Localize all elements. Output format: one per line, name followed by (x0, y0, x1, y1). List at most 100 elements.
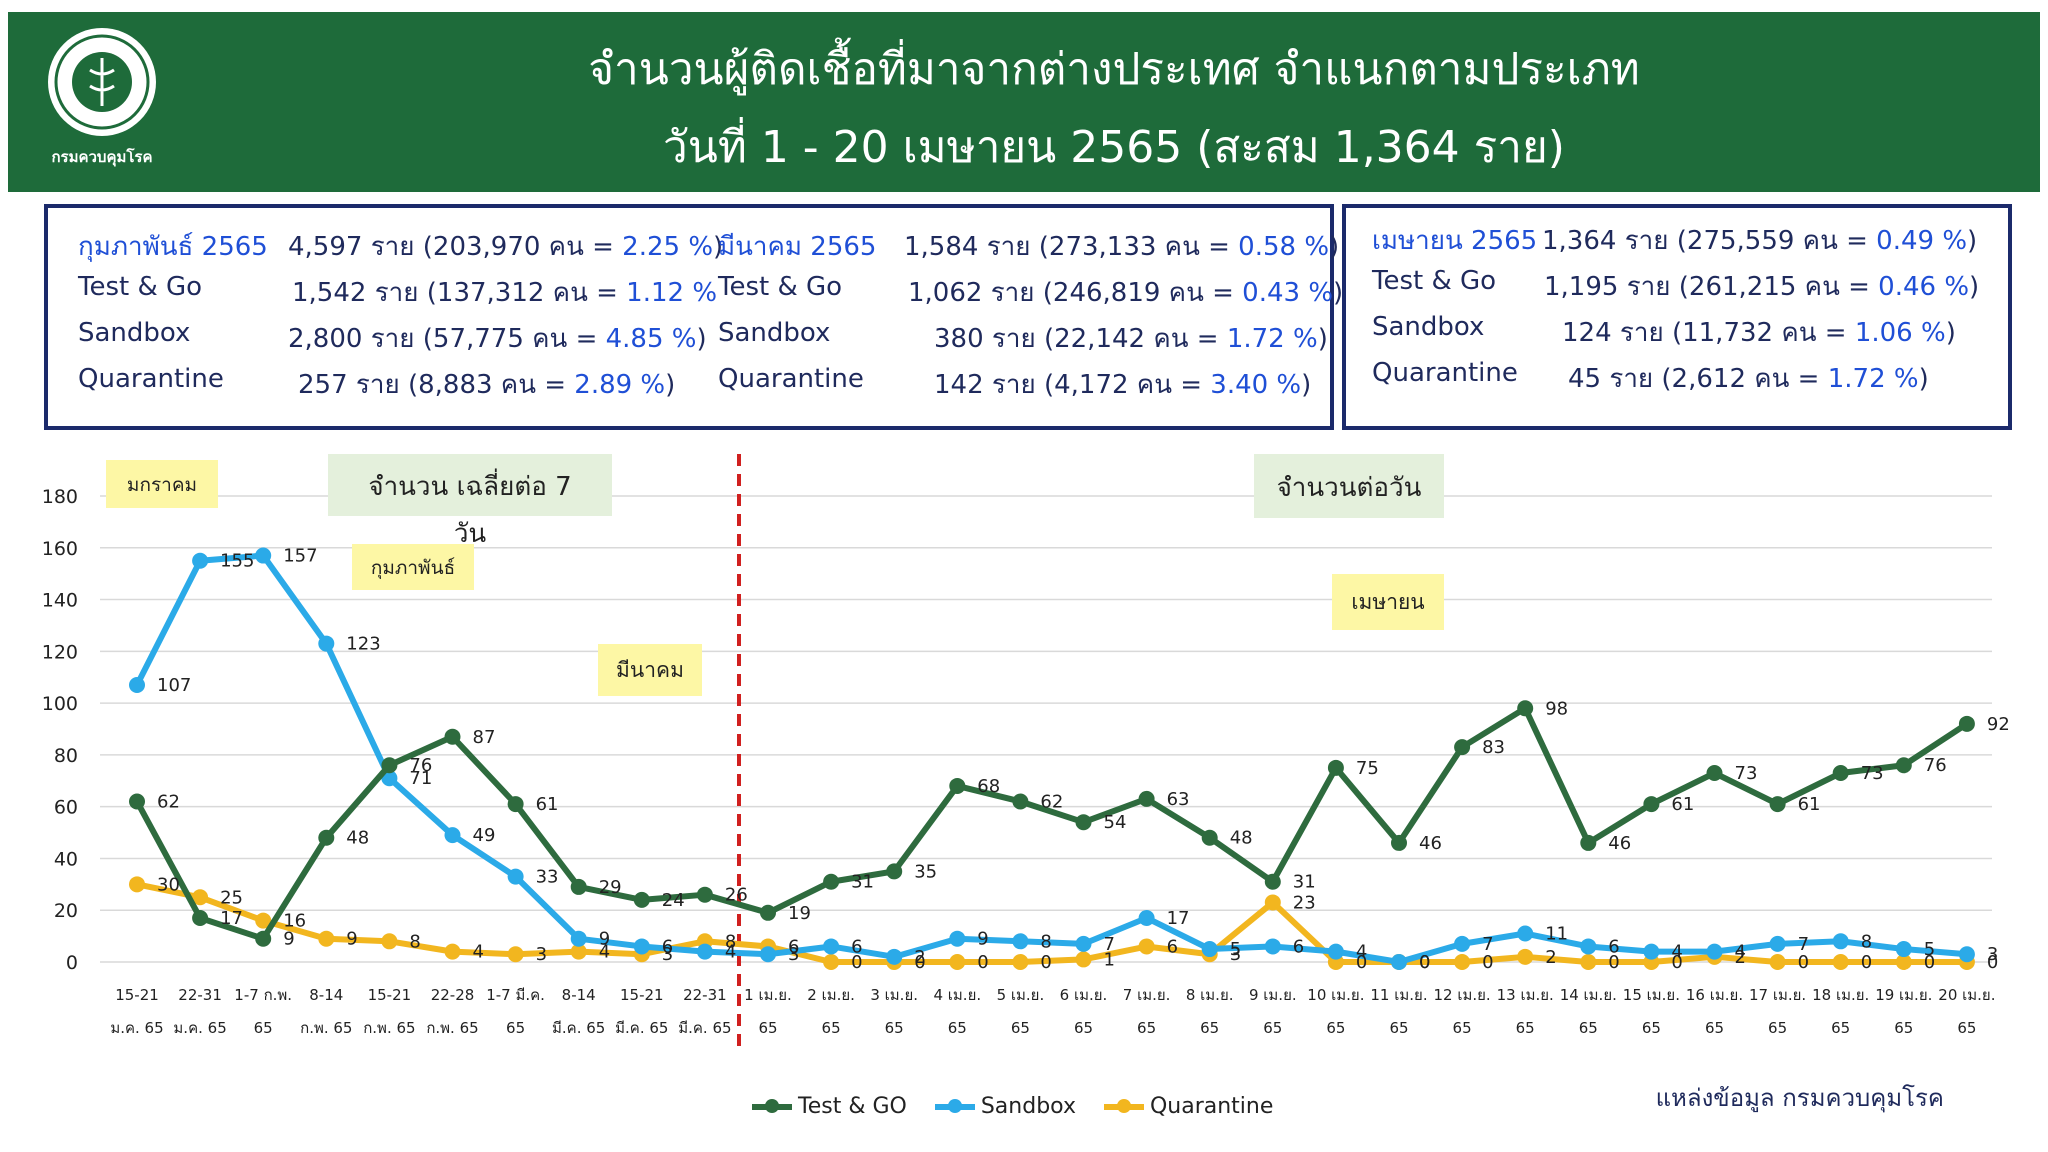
x-tick-label: 18 เม.ย. (1812, 986, 1869, 1004)
legend-item-testgo: Test & GO (752, 1094, 907, 1119)
data-label: 49 (473, 825, 496, 846)
annotation-mar: มีนาคม (616, 658, 684, 682)
data-point (633, 938, 650, 955)
annotation-jan: มกราคม (127, 474, 197, 496)
data-label: 8 (1040, 931, 1051, 952)
x-tick-label-line2: ม.ค. 65 (173, 1019, 226, 1037)
ministry-logo-icon: กรมควบคุมโรค (48, 28, 156, 167)
data-point (570, 930, 587, 947)
data-label: 73 (1735, 763, 1758, 784)
x-tick-label: 22-31 (178, 986, 222, 1004)
y-tick-label: 0 (66, 952, 78, 974)
data-label: 83 (1482, 737, 1505, 758)
summary-mar-sandbox-label: Sandbox (718, 318, 831, 348)
data-label: 6 (1608, 936, 1619, 957)
x-tick-label-line2: มี.ค. 65 (678, 1019, 731, 1037)
data-point (1391, 834, 1407, 851)
data-label: 29 (599, 877, 622, 898)
legend-marker-icon (1103, 1098, 1144, 1113)
x-tick-label: 1-7 มี.ค. (486, 986, 545, 1004)
y-tick-label: 60 (54, 797, 78, 819)
x-tick-label: 22-31 (683, 986, 727, 1004)
data-point (1075, 935, 1092, 952)
x-tick-label: 17 เม.ย. (1749, 986, 1806, 1004)
x-tick-label-line2: ก.พ. 65 (300, 1019, 352, 1037)
data-point (823, 938, 840, 955)
data-label: 2 (1545, 947, 1556, 968)
data-label: 46 (1419, 833, 1442, 854)
data-label: 107 (157, 675, 191, 696)
annotation-daily: จำนวนต่อวัน (1277, 473, 1422, 503)
x-tick-label-line2: 65 (1894, 1019, 1913, 1037)
data-point (1706, 765, 1723, 782)
x-tick-label-line2: 65 (1453, 1019, 1472, 1037)
data-point (192, 552, 209, 569)
data-point (1454, 739, 1471, 756)
data-point (1832, 933, 1849, 950)
x-tick-label-line2: 65 (1137, 1019, 1156, 1037)
x-tick-label: 7 เม.ย. (1123, 986, 1171, 1004)
x-tick-label-line2: 65 (1389, 1019, 1408, 1037)
data-label: 3 (662, 944, 673, 965)
data-label: 0 (1924, 952, 1935, 973)
y-tick-label: 160 (42, 538, 78, 560)
x-tick-label: 6 เม.ย. (1060, 986, 1108, 1004)
data-label: 9 (977, 929, 988, 950)
data-point (1517, 700, 1534, 717)
x-tick-label: 10 เม.ย. (1307, 986, 1364, 1004)
data-label: 5 (1230, 939, 1241, 960)
data-label: 0 (914, 952, 925, 973)
data-label: 4 (1671, 942, 1682, 963)
annotation-feb: กุมภาพันธ์ (371, 557, 455, 580)
x-tick-label: 13 เม.ย. (1497, 986, 1554, 1004)
x-tick-label-line2: ก.พ. 65 (426, 1019, 478, 1037)
data-point (696, 943, 713, 960)
data-point (823, 954, 840, 970)
data-label: 0 (1419, 952, 1430, 973)
data-point (1643, 943, 1660, 960)
x-tick-label-line2: ม.ค. 65 (110, 1019, 163, 1037)
data-label: 48 (1230, 828, 1253, 849)
data-label: 68 (977, 776, 1000, 797)
data-label: 4 (599, 942, 610, 963)
annotation-daily-box (1254, 454, 1444, 518)
data-label: 17 (1167, 908, 1190, 929)
data-label: 9 (283, 929, 294, 950)
annotation-feb-box (352, 544, 474, 590)
data-label: 2 (914, 947, 925, 968)
x-tick-label: 8 เม.ย. (1186, 986, 1234, 1004)
data-label: 23 (1293, 892, 1316, 913)
data-label: 33 (536, 867, 559, 888)
data-label: 7 (1104, 934, 1115, 955)
data-point (1391, 954, 1407, 970)
data-label: 62 (1040, 791, 1063, 812)
data-point (129, 676, 145, 693)
data-label: 24 (662, 890, 685, 911)
data-point (760, 946, 776, 963)
data-label: 6 (851, 936, 862, 957)
data-label: 7 (1482, 934, 1493, 955)
series-line-1 (134, 552, 1968, 965)
data-point (1138, 790, 1155, 807)
x-tick-label: 2 เม.ย. (807, 986, 855, 1004)
x-tick-label-line2: 65 (1642, 1019, 1661, 1037)
data-point (570, 878, 587, 895)
x-tick-label: 5 เม.ย. (997, 986, 1045, 1004)
data-point (1201, 829, 1218, 846)
data-label: 3 (536, 944, 547, 965)
data-point (1075, 814, 1092, 831)
data-label: 35 (914, 861, 937, 882)
x-tick-label-line2: 65 (506, 1019, 525, 1037)
x-tick-label: 15 เม.ย. (1623, 986, 1680, 1004)
data-label: 48 (346, 828, 369, 849)
data-point (444, 728, 461, 745)
data-point (1075, 951, 1092, 968)
y-tick-label: 40 (54, 848, 78, 870)
x-tick-label-line2: 65 (948, 1019, 967, 1037)
series-line-2 (136, 881, 1967, 965)
y-tick-label: 140 (42, 590, 78, 612)
data-point (381, 933, 398, 950)
data-label: 0 (1482, 952, 1493, 973)
x-tick-label-line2: 65 (1074, 1019, 1093, 1037)
